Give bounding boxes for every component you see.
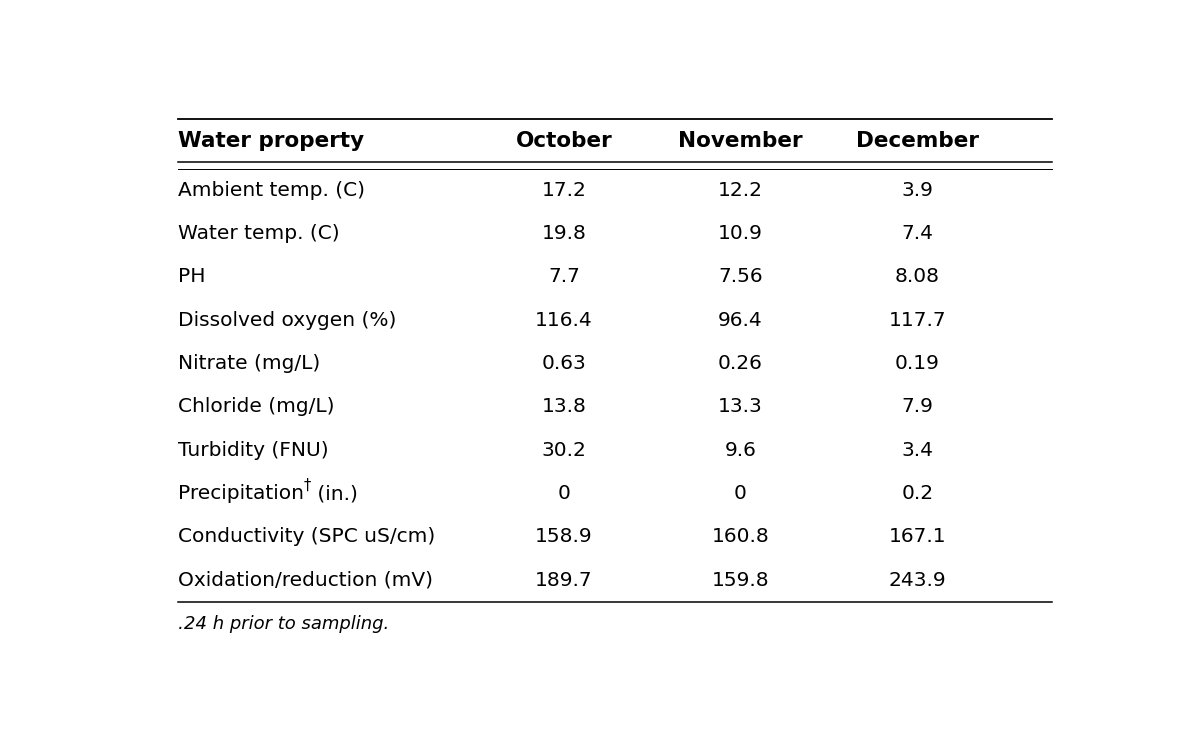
Text: Turbidity (FNU): Turbidity (FNU) <box>178 441 329 460</box>
Text: PH: PH <box>178 267 205 286</box>
Text: 158.9: 158.9 <box>535 527 593 547</box>
Text: 7.7: 7.7 <box>548 267 580 286</box>
Text: 167.1: 167.1 <box>888 527 946 547</box>
Text: ․24 h prior to sampling.: ․24 h prior to sampling. <box>178 615 389 634</box>
Text: 0.2: 0.2 <box>901 484 934 503</box>
Text: 13.8: 13.8 <box>541 397 587 416</box>
Text: Dissolved oxygen (%): Dissolved oxygen (%) <box>178 311 396 330</box>
Text: December: December <box>856 131 979 151</box>
Text: (in.): (in.) <box>311 484 358 503</box>
Text: Water property: Water property <box>178 131 364 151</box>
Text: 7.9: 7.9 <box>901 397 934 416</box>
Text: 0.63: 0.63 <box>541 354 587 373</box>
Text: 159.8: 159.8 <box>712 571 769 590</box>
Text: 3.4: 3.4 <box>901 441 934 460</box>
Text: 3.9: 3.9 <box>901 181 934 200</box>
Text: 0.26: 0.26 <box>718 354 763 373</box>
Text: 17.2: 17.2 <box>541 181 587 200</box>
Text: 10.9: 10.9 <box>718 224 763 243</box>
Text: 96.4: 96.4 <box>718 311 763 330</box>
Text: Precipitation: Precipitation <box>178 484 304 503</box>
Text: Conductivity (SPC uS/cm): Conductivity (SPC uS/cm) <box>178 527 436 547</box>
Text: Water temp. (C): Water temp. (C) <box>178 224 340 243</box>
Text: Oxidation/reduction (mV): Oxidation/reduction (mV) <box>178 571 433 590</box>
Text: 0: 0 <box>734 484 746 503</box>
Text: Ambient temp. (C): Ambient temp. (C) <box>178 181 365 200</box>
Text: †: † <box>304 478 311 493</box>
Text: 189.7: 189.7 <box>535 571 593 590</box>
Text: Nitrate (mg/L): Nitrate (mg/L) <box>178 354 320 373</box>
Text: 9.6: 9.6 <box>725 441 756 460</box>
Text: 243.9: 243.9 <box>888 571 946 590</box>
Text: November: November <box>678 131 803 151</box>
Text: †: † <box>304 478 311 493</box>
Text: October: October <box>516 131 612 151</box>
Text: 0.19: 0.19 <box>895 354 940 373</box>
Text: 7.4: 7.4 <box>901 224 934 243</box>
Text: 116.4: 116.4 <box>535 311 593 330</box>
Text: Chloride (mg/L): Chloride (mg/L) <box>178 397 335 416</box>
Text: 160.8: 160.8 <box>712 527 769 547</box>
Text: 7.56: 7.56 <box>719 267 763 286</box>
Text: 13.3: 13.3 <box>718 397 763 416</box>
Text: 30.2: 30.2 <box>541 441 587 460</box>
Text: 0: 0 <box>558 484 570 503</box>
Text: 117.7: 117.7 <box>888 311 946 330</box>
Text: 12.2: 12.2 <box>718 181 763 200</box>
Text: 8.08: 8.08 <box>895 267 940 286</box>
Text: 19.8: 19.8 <box>541 224 587 243</box>
